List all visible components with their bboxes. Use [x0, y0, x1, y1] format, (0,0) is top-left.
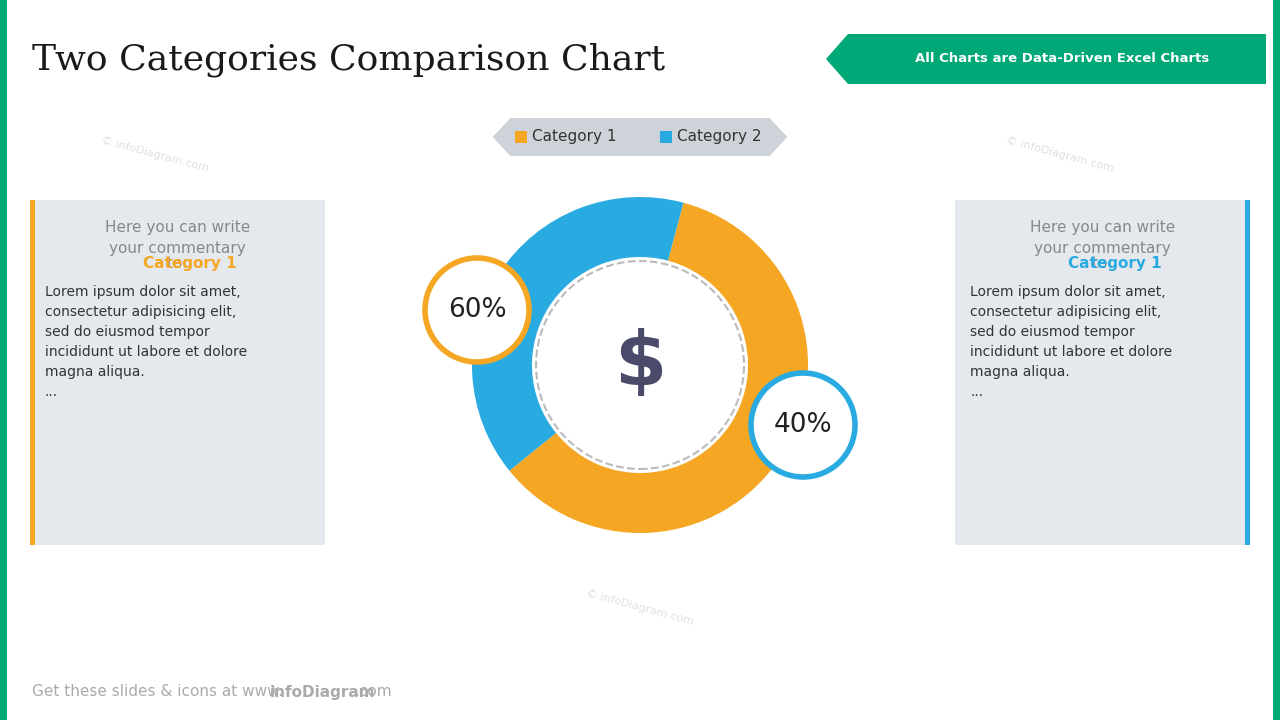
- Text: 40%: 40%: [773, 412, 832, 438]
- Text: © infoDiagram.com: © infoDiagram.com: [585, 589, 695, 627]
- FancyBboxPatch shape: [1245, 200, 1251, 545]
- FancyBboxPatch shape: [0, 0, 6, 720]
- Text: Here you can write
your commentary: Here you can write your commentary: [1030, 220, 1175, 256]
- Text: to: to: [168, 256, 188, 271]
- Circle shape: [751, 373, 855, 477]
- Wedge shape: [472, 197, 684, 471]
- Text: .com: .com: [355, 685, 392, 700]
- Text: infoDiagram: infoDiagram: [270, 685, 375, 700]
- Wedge shape: [509, 203, 808, 533]
- FancyBboxPatch shape: [29, 200, 325, 545]
- Text: to: to: [1092, 256, 1112, 271]
- FancyBboxPatch shape: [515, 131, 527, 143]
- Text: Category 1: Category 1: [1068, 256, 1161, 271]
- Text: Lorem ipsum dolor sit amet,
consectetur adipisicing elit,
sed do eiusmod tempor
: Lorem ipsum dolor sit amet, consectetur …: [970, 285, 1172, 400]
- Text: 60%: 60%: [448, 297, 507, 323]
- Polygon shape: [826, 34, 849, 84]
- FancyBboxPatch shape: [849, 34, 1266, 84]
- Circle shape: [425, 258, 529, 362]
- Text: Category 1: Category 1: [532, 130, 617, 145]
- Text: Category 1: Category 1: [142, 256, 237, 271]
- Polygon shape: [493, 118, 787, 156]
- Text: Category 2: Category 2: [677, 130, 762, 145]
- FancyBboxPatch shape: [955, 200, 1251, 545]
- FancyBboxPatch shape: [29, 200, 35, 545]
- Text: © infoDiagram.com: © infoDiagram.com: [1005, 136, 1115, 174]
- Circle shape: [532, 258, 748, 472]
- Text: © infoDiagram.com: © infoDiagram.com: [100, 136, 210, 174]
- Text: Two Categories Comparison Chart: Two Categories Comparison Chart: [32, 42, 666, 77]
- Text: All Charts are Data-Driven Excel Charts: All Charts are Data-Driven Excel Charts: [915, 53, 1210, 66]
- Text: $: $: [614, 328, 666, 402]
- FancyBboxPatch shape: [660, 131, 672, 143]
- FancyBboxPatch shape: [1274, 0, 1280, 720]
- Text: Get these slides & icons at www.: Get these slides & icons at www.: [32, 685, 283, 700]
- Text: Lorem ipsum dolor sit amet,
consectetur adipisicing elit,
sed do eiusmod tempor
: Lorem ipsum dolor sit amet, consectetur …: [45, 285, 247, 400]
- Text: Here you can write
your commentary: Here you can write your commentary: [105, 220, 250, 256]
